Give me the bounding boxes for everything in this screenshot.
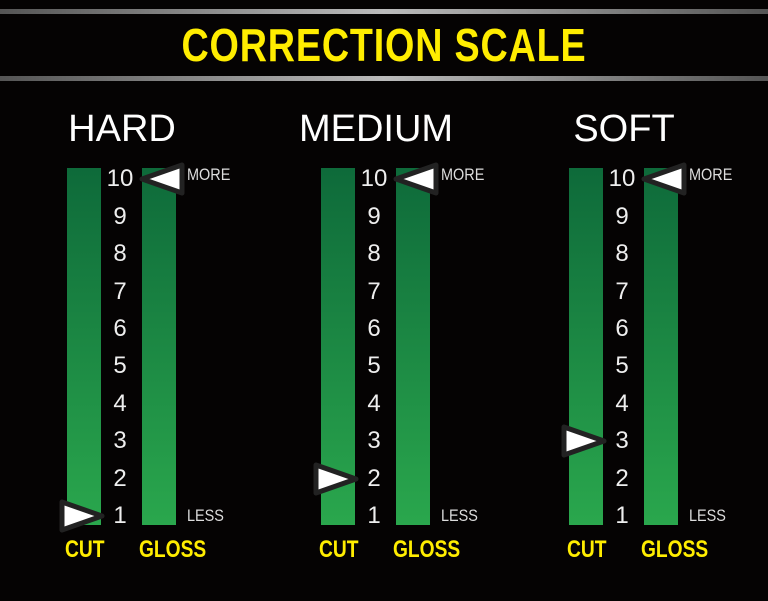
tick-label: 7 [113,277,127,305]
gloss-bar-soft [644,168,678,525]
more-label: MORE [441,165,485,184]
gloss-pointer-icon [139,162,185,196]
cut-bar-hard [67,168,101,525]
tick-label: 8 [615,240,629,268]
tick-label: 2 [113,464,127,492]
tick-label: 1 [113,502,127,529]
panel-title-hard: HARD [68,108,176,150]
tick-label: 1 [615,502,629,529]
tick-label: 3 [615,427,629,455]
tick-label: 9 [367,202,381,230]
bottom-divider [0,76,768,81]
cut-bar-soft [569,168,603,525]
tick-label: 3 [113,427,127,455]
tick-label: 6 [113,315,127,342]
tick-label: 10 [608,165,636,193]
tick-label: 8 [367,240,381,268]
panel-title-medium: MEDIUM [298,108,454,150]
more-label: MORE [187,165,231,184]
cut-pointer-icon [59,499,105,533]
cut-label: CUT [319,536,359,563]
gloss-label: GLOSS [641,536,709,563]
more-label: MORE [689,165,733,184]
tick-label: 9 [615,202,629,230]
tick-label: 8 [113,240,127,268]
less-label: LESS [441,506,478,525]
tick-label: 5 [367,352,381,380]
tick-label: 5 [113,352,127,380]
panel-title-soft: SOFT [573,108,675,150]
tick-label: 4 [367,389,381,417]
tick-label: 6 [367,315,381,342]
gloss-label: GLOSS [139,536,207,563]
tick-label: 10 [106,165,134,193]
cut-label: CUT [65,536,105,563]
cut-label: CUT [567,536,607,563]
cut-pointer-icon [561,424,607,458]
tick-label: 7 [615,277,629,305]
tick-label: 7 [367,277,381,305]
less-label: LESS [689,506,726,525]
tick-label: 6 [615,315,629,342]
gloss-pointer-icon [641,162,687,196]
gloss-bar-medium [396,168,430,525]
page-title: CORRECTION SCALE [181,19,587,71]
tick-label: 1 [367,502,381,529]
tick-label: 4 [615,389,629,417]
tick-label: 10 [360,165,388,193]
tick-label: 5 [615,352,629,380]
gloss-bar-hard [142,168,176,525]
cut-pointer-icon [313,462,359,496]
tick-label: 4 [113,389,127,417]
top-divider [0,9,768,14]
tick-label: 2 [367,464,381,492]
gloss-label: GLOSS [393,536,461,563]
cut-bar-medium [321,168,355,525]
tick-label: 9 [113,202,127,230]
less-label: LESS [187,506,224,525]
tick-label: 3 [367,427,381,455]
tick-label: 2 [615,464,629,492]
gloss-pointer-icon [393,162,439,196]
